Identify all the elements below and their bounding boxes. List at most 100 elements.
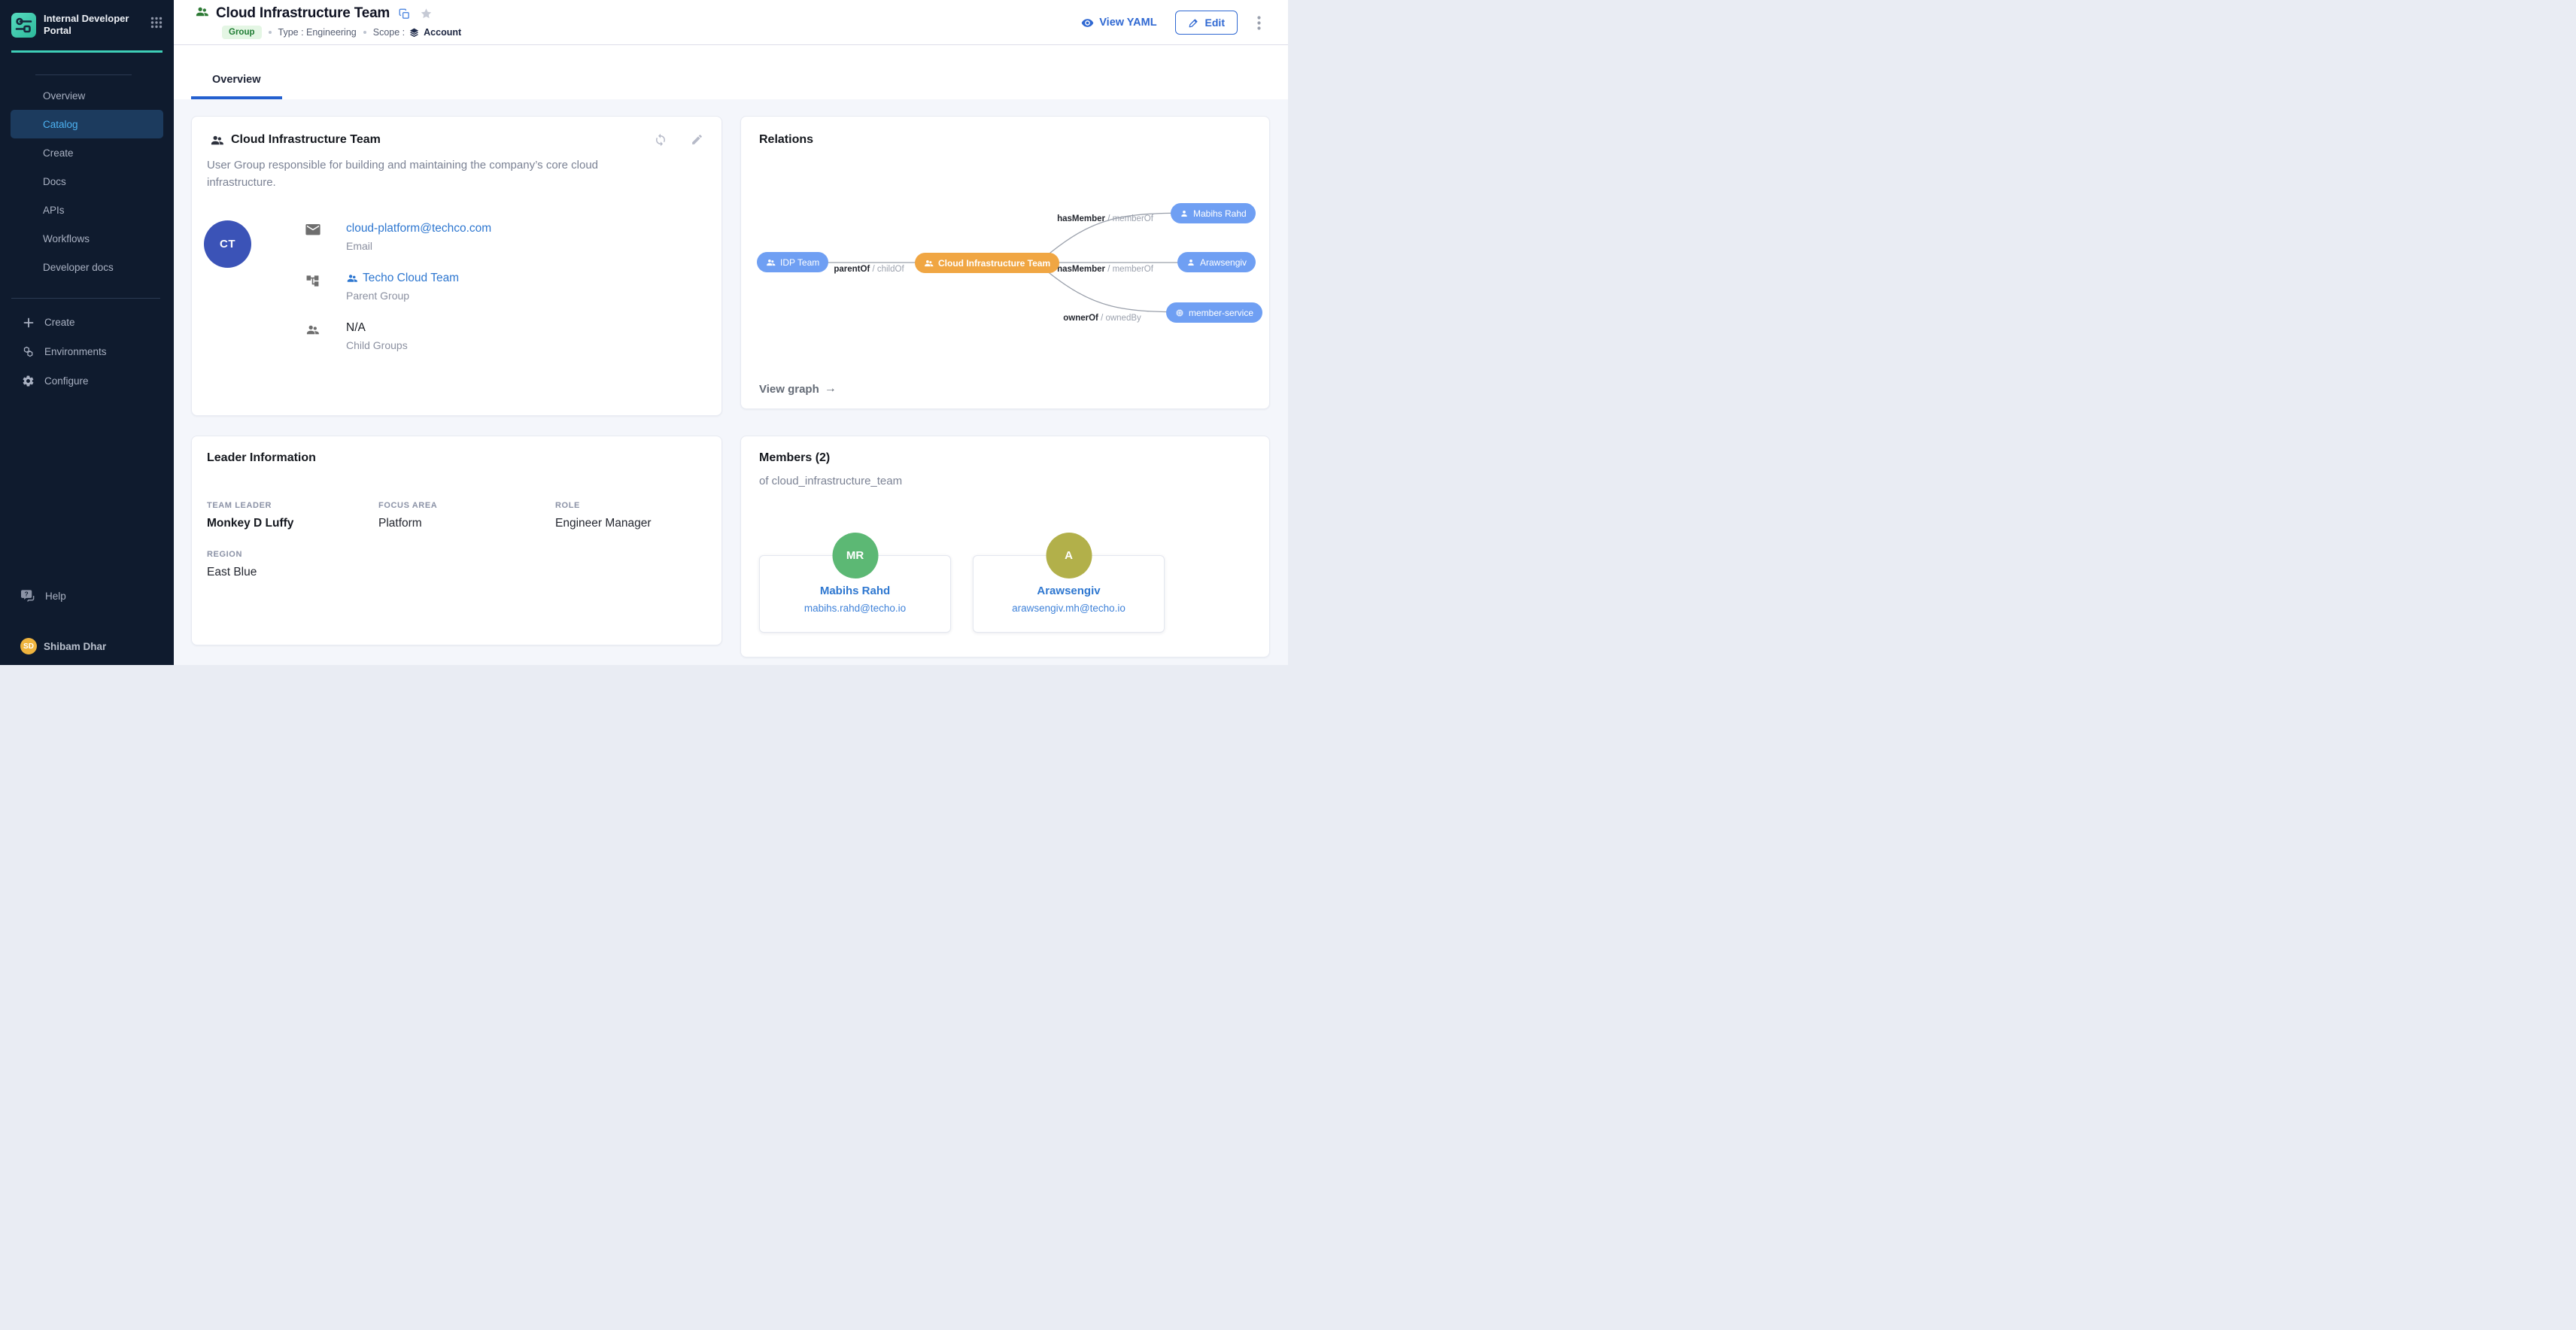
sidebar-user[interactable]: SD Shibam Dhar xyxy=(0,638,174,654)
group-icon xyxy=(195,5,209,22)
about-description: User Group responsible for building and … xyxy=(207,159,599,189)
user-avatar: SD xyxy=(20,638,37,654)
more-options-kebab-icon[interactable] xyxy=(1256,14,1262,32)
email-row: cloud-platform@techco.com Email xyxy=(305,222,491,252)
field-label: FOCUS AREA xyxy=(378,501,438,510)
member-name-link[interactable]: Arawsengiv xyxy=(1037,585,1101,597)
help-chat-icon: ? xyxy=(20,589,36,603)
parent-group-link[interactable]: Techo Cloud Team xyxy=(346,272,459,285)
refresh-icon[interactable] xyxy=(654,133,667,147)
user-name: Shibam Dhar xyxy=(44,640,107,652)
leader-fields-row1: TEAM LEADER Monkey D Luffy FOCUS AREA Pl… xyxy=(207,501,706,530)
field-value: Platform xyxy=(378,517,422,530)
member-tile[interactable]: MR Mabihs Rahd mabihs.rahd@techo.io xyxy=(759,533,951,633)
separator-dot xyxy=(363,31,366,34)
graph-node-mabihs-rahd[interactable]: Mabihs Rahd xyxy=(1171,203,1256,223)
members-subtitle: of cloud_infrastructure_team xyxy=(759,475,903,487)
sidebar-tool-environments[interactable]: Environments xyxy=(0,337,174,366)
kind-badge: Group xyxy=(222,26,262,39)
entity-title-row: Cloud Infrastructure Team xyxy=(195,5,461,22)
hexagons-icon xyxy=(22,345,35,358)
field-value: East Blue xyxy=(207,566,257,578)
entity-scope: Scope : Account xyxy=(373,27,461,38)
member-name-link[interactable]: Mabihs Rahd xyxy=(819,585,891,597)
member-avatar: MR xyxy=(832,533,878,578)
edit-label: Edit xyxy=(1204,17,1225,29)
member-tile[interactable]: A Arawsengiv arawsengiv.mh@techo.io xyxy=(973,533,1165,633)
about-card-actions xyxy=(654,133,703,147)
users-icon xyxy=(346,273,358,284)
node-label: member-service xyxy=(1189,307,1254,318)
users-icon xyxy=(305,321,346,351)
brand-title: Internal Developer Portal xyxy=(44,13,129,36)
leader-fields-row2: REGION East Blue xyxy=(207,550,706,579)
edit-pencil-icon[interactable] xyxy=(691,133,703,147)
app-logo-icon xyxy=(11,13,36,41)
members-card-title: Members (2) xyxy=(759,451,831,464)
sidebar-tool-configure[interactable]: Configure xyxy=(0,366,174,396)
field-team-leader: TEAM LEADER Monkey D Luffy xyxy=(207,501,378,530)
edit-button[interactable]: Edit xyxy=(1174,11,1238,35)
tab-label: Overview xyxy=(212,74,261,86)
graph-node-member-service[interactable]: member-service xyxy=(1166,302,1263,323)
tab-active-indicator xyxy=(191,96,282,99)
entity-type: Type : Engineering xyxy=(278,27,357,38)
group-avatar: CT xyxy=(204,220,251,268)
scope-label: Scope : xyxy=(372,27,406,38)
sidebar: Internal Developer Portal Overview Catal… xyxy=(0,0,174,665)
sidebar-tool-create[interactable]: Create xyxy=(0,308,174,337)
view-graph-label: View graph xyxy=(759,382,819,396)
app-grid-icon[interactable] xyxy=(150,17,163,32)
email-link[interactable]: cloud-platform@techco.com xyxy=(346,222,491,235)
email-value: cloud-platform@techco.com xyxy=(346,222,492,235)
member-tiles: MR Mabihs Rahd mabihs.rahd@techo.io A Ar… xyxy=(759,533,1251,633)
field-label: REGION xyxy=(207,550,242,559)
sidebar-item-workflows[interactable]: Workflows xyxy=(43,232,90,244)
help-label: Help xyxy=(45,590,66,602)
tab-overview[interactable]: Overview xyxy=(191,74,282,99)
member-email-link[interactable]: arawsengiv.mh@techo.io xyxy=(1012,603,1125,614)
edge-label-hasmember-mid: hasMember / memberOf xyxy=(1057,265,1153,274)
content-area: Cloud Infrastructure Team xyxy=(174,99,1288,665)
main-area: Cloud Infrastructure Team Group xyxy=(174,0,1288,665)
tool-label: Environments xyxy=(44,346,107,357)
page-title: Cloud Infrastructure Team xyxy=(216,5,390,21)
scope-value: Account xyxy=(424,27,462,38)
node-label: Arawsengiv xyxy=(1200,257,1247,268)
layers-icon xyxy=(409,27,420,38)
gear-icon xyxy=(22,375,35,387)
parent-group-value: Techo Cloud Team xyxy=(363,272,460,284)
parent-group-label: Parent Group xyxy=(346,290,410,302)
sidebar-item-developer-docs[interactable]: Developer docs xyxy=(43,261,114,273)
pencil-icon xyxy=(1188,17,1199,29)
sidebar-item-catalog[interactable]: Catalog xyxy=(11,110,163,138)
about-info-rows: cloud-platform@techco.com Email xyxy=(305,220,491,351)
field-region: REGION East Blue xyxy=(207,550,378,579)
leader-card-title: Leader Information xyxy=(207,451,316,464)
sidebar-item-overview[interactable]: Overview xyxy=(43,90,86,102)
view-yaml-button[interactable]: View YAML xyxy=(1081,17,1157,29)
graph-node-cloud-infrastructure-team[interactable]: Cloud Infrastructure Team xyxy=(915,253,1060,273)
favorite-star-icon[interactable] xyxy=(420,8,433,20)
tool-label: Configure xyxy=(44,375,89,387)
graph-node-idp-team[interactable]: IDP Team xyxy=(757,252,829,272)
hierarchy-icon xyxy=(305,272,346,302)
svg-text:?: ? xyxy=(25,590,29,597)
sidebar-help[interactable]: ? Help xyxy=(0,581,174,611)
sidebar-item-apis[interactable]: APIs xyxy=(43,204,65,216)
sidebar-nav: Overview Catalog Create Docs APIs Workfl… xyxy=(0,81,174,281)
users-icon xyxy=(210,134,224,147)
sidebar-item-docs[interactable]: Docs xyxy=(43,175,66,187)
about-card-title: Cloud Infrastructure Team xyxy=(231,133,381,146)
edge-label-hasmember-top: hasMember / memberOf xyxy=(1057,214,1153,223)
eye-icon xyxy=(1081,17,1094,29)
node-label: IDP Team xyxy=(780,257,820,268)
sidebar-item-create[interactable]: Create xyxy=(43,147,74,159)
leader-card: Leader Information TEAM LEADER Monkey D … xyxy=(191,436,722,645)
copy-icon[interactable] xyxy=(399,8,410,20)
relations-card-title: Relations xyxy=(759,133,814,146)
view-graph-link[interactable]: View graph → xyxy=(759,382,837,396)
member-email-link[interactable]: mabihs.rahd@techo.io xyxy=(803,603,907,614)
edge-label-ownerof: ownerOf / ownedBy xyxy=(1063,314,1141,323)
graph-node-arawsengiv[interactable]: Arawsengiv xyxy=(1177,252,1256,272)
